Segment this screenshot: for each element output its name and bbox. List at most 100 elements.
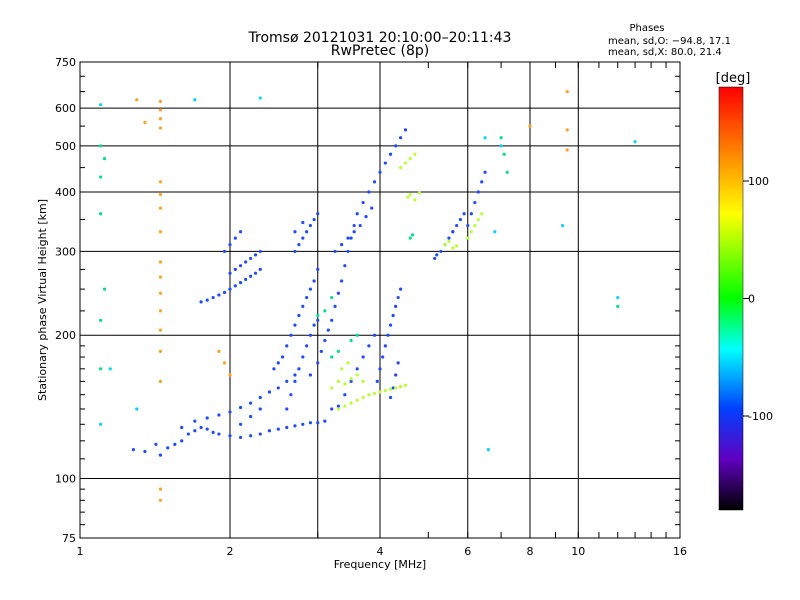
data-point [340, 367, 344, 371]
data-point [367, 393, 371, 397]
data-point [99, 175, 103, 179]
data-point [394, 386, 398, 390]
data-point [249, 274, 253, 278]
data-point [249, 414, 253, 419]
data-point [480, 212, 484, 216]
data-point [565, 148, 569, 152]
data-point [166, 446, 170, 450]
data-point [276, 427, 280, 431]
data-point [473, 223, 477, 228]
data-point [158, 498, 163, 502]
data-point [193, 429, 197, 433]
data-point [499, 136, 503, 140]
data-point [399, 166, 403, 170]
data-point [466, 236, 470, 240]
data-point [258, 407, 262, 411]
data-point [244, 277, 248, 282]
data-point [158, 206, 163, 210]
data-point [439, 249, 443, 254]
data-point [158, 275, 163, 279]
data-point [258, 249, 262, 254]
data-point [143, 449, 147, 454]
data-point [391, 386, 395, 390]
data-point [346, 361, 350, 365]
y-tick-label: 100 [55, 473, 76, 486]
data-point [289, 333, 293, 337]
data-point [222, 249, 227, 254]
y-axis-label: Stationary phase Virtual Height [km] [36, 199, 49, 401]
data-point [378, 390, 382, 394]
colorbar-ticks: 100 0 -100 [743, 175, 773, 423]
data-point [238, 405, 243, 410]
data-point [355, 212, 359, 216]
data-point [355, 367, 359, 371]
data-point [253, 253, 258, 257]
data-point [158, 453, 163, 457]
data-point [312, 217, 316, 222]
data-point [469, 230, 473, 234]
data-point [406, 195, 410, 199]
data-point [469, 212, 473, 216]
data-point [258, 267, 262, 272]
data-point [361, 395, 365, 400]
data-point [228, 373, 232, 377]
data-point [308, 223, 313, 228]
data-point [238, 435, 243, 440]
data-point [378, 367, 382, 371]
y-tick-label: 500 [55, 140, 76, 153]
data-point [349, 379, 353, 383]
grid-lines [80, 62, 680, 538]
data-point [316, 361, 320, 365]
data-point [388, 395, 393, 400]
data-point [244, 260, 248, 264]
data-point [343, 404, 347, 408]
data-point [99, 212, 103, 216]
data-point [99, 318, 103, 322]
data-point [158, 99, 163, 103]
data-point [285, 425, 289, 430]
data-point [375, 379, 379, 383]
data-point [238, 264, 243, 268]
x-tick-label: 8 [527, 545, 534, 558]
data-point [99, 103, 103, 107]
data-point [158, 180, 163, 184]
data-point [403, 383, 408, 387]
data-point [99, 422, 103, 426]
data-point [399, 136, 403, 140]
data-point [238, 230, 243, 234]
data-point [158, 349, 163, 353]
data-point [301, 220, 305, 225]
data-point [355, 333, 359, 337]
data-point [355, 398, 359, 402]
x-axis-label: Frequency [MHz] [334, 558, 426, 571]
data-point [249, 256, 253, 261]
colorbar-tick-label: 0 [748, 293, 755, 306]
data-point [483, 136, 487, 140]
data-point [158, 260, 163, 264]
data-point [158, 379, 163, 383]
data-point [217, 349, 221, 353]
data-point [346, 236, 350, 240]
data-point [565, 89, 569, 94]
data-point [158, 117, 163, 121]
data-point [349, 236, 353, 240]
data-point [312, 279, 316, 283]
data-point [308, 421, 313, 425]
data-point [333, 304, 337, 308]
data-point [403, 161, 408, 165]
data-point [358, 223, 362, 228]
data-point [372, 180, 377, 184]
data-point [258, 96, 262, 100]
data-point [381, 355, 385, 359]
data-point [99, 144, 103, 148]
data-point [455, 244, 459, 248]
colorbar-tick-label: 100 [748, 175, 769, 188]
data-point [316, 318, 320, 322]
data-point [193, 419, 197, 423]
data-point [158, 108, 163, 112]
data-point [297, 313, 301, 318]
data-point [493, 230, 497, 234]
data-point [186, 432, 190, 436]
data-point [308, 287, 313, 291]
data-point [293, 373, 297, 377]
